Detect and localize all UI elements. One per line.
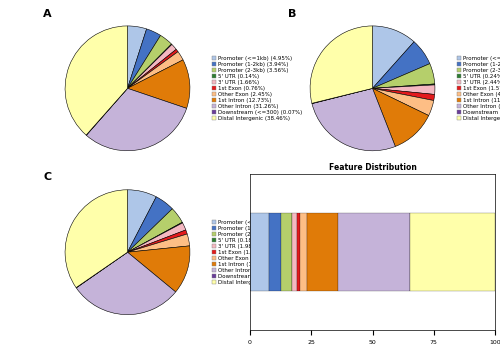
- Wedge shape: [128, 49, 178, 88]
- Wedge shape: [372, 64, 435, 88]
- Text: C: C: [43, 172, 52, 182]
- Wedge shape: [128, 246, 190, 292]
- Wedge shape: [372, 85, 435, 95]
- Wedge shape: [310, 26, 372, 103]
- Bar: [308, 213, 338, 291]
- Bar: [292, 213, 297, 291]
- Wedge shape: [128, 52, 183, 88]
- Wedge shape: [128, 234, 190, 252]
- Bar: [410, 213, 495, 291]
- Bar: [268, 213, 281, 291]
- Wedge shape: [86, 88, 128, 135]
- Wedge shape: [128, 223, 186, 252]
- Wedge shape: [128, 44, 172, 88]
- Bar: [282, 213, 292, 291]
- Wedge shape: [128, 222, 182, 252]
- Bar: [250, 213, 268, 291]
- Wedge shape: [76, 252, 128, 288]
- Wedge shape: [128, 44, 176, 88]
- Wedge shape: [372, 88, 434, 116]
- Wedge shape: [312, 88, 372, 104]
- Text: B: B: [288, 9, 296, 19]
- Legend: Promoter (<=1kb) (4.95%), Promoter (1-2kb) (3.94%), Promoter (2-3kb) (3.56%), 5': Promoter (<=1kb) (4.95%), Promoter (1-2k…: [212, 55, 302, 121]
- Title: Feature Distribution: Feature Distribution: [328, 163, 416, 172]
- Wedge shape: [128, 197, 172, 252]
- Text: A: A: [43, 9, 52, 19]
- Wedge shape: [372, 88, 428, 147]
- Bar: [338, 213, 410, 291]
- Legend: Promoter (<=1kb) (11.6%), Promoter (1-2kb) (6.93%), Promoter (2-3kb) (5.35%), 5': Promoter (<=1kb) (11.6%), Promoter (1-2k…: [456, 55, 500, 121]
- Wedge shape: [372, 88, 434, 100]
- Wedge shape: [128, 209, 182, 252]
- Wedge shape: [128, 230, 187, 252]
- Wedge shape: [372, 84, 435, 88]
- Wedge shape: [65, 190, 128, 288]
- Wedge shape: [86, 88, 186, 151]
- Wedge shape: [312, 88, 396, 151]
- Wedge shape: [128, 35, 172, 88]
- Bar: [297, 213, 300, 291]
- Wedge shape: [372, 26, 414, 88]
- Legend: Promoter (<=1kb) (7.62%), Promoter (1-2kb) (5.14%), Promoter (2-3kb) (4.28%), 5': Promoter (<=1kb) (7.62%), Promoter (1-2k…: [212, 219, 302, 285]
- Wedge shape: [65, 26, 128, 135]
- Wedge shape: [128, 29, 160, 88]
- Wedge shape: [372, 42, 430, 88]
- Wedge shape: [128, 60, 190, 108]
- Bar: [300, 213, 308, 291]
- Wedge shape: [128, 26, 146, 88]
- Wedge shape: [128, 190, 156, 252]
- Wedge shape: [76, 252, 176, 315]
